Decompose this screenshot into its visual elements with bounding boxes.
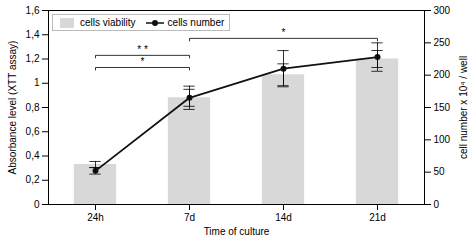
svg-text:0: 0: [434, 199, 440, 210]
svg-text:* *: * *: [137, 44, 148, 55]
svg-text:Time of culture: Time of culture: [204, 226, 270, 237]
svg-text:250: 250: [434, 37, 451, 48]
svg-text:0,2: 0,2: [26, 174, 40, 185]
html-text:cells viability: cells viability: [80, 17, 136, 28]
svg-text:*: *: [282, 27, 286, 38]
svg-text:150: 150: [434, 102, 451, 113]
svg-text:1,2: 1,2: [26, 53, 40, 64]
svg-text:Absorbance level (XTT assay): Absorbance level (XTT assay): [7, 41, 18, 175]
svg-text:200: 200: [434, 69, 451, 80]
svg-text:*: *: [141, 56, 145, 67]
svg-text:cell number x 10⁴ / well: cell number x 10⁴ / well: [458, 56, 469, 159]
svg-text:1,4: 1,4: [26, 29, 40, 40]
svg-text:300: 300: [434, 5, 451, 16]
svg-text:14d: 14d: [275, 212, 292, 223]
svg-text:7d: 7d: [184, 212, 195, 223]
html-text:cells number: cells number: [167, 17, 225, 28]
svg-text:0,8: 0,8: [26, 102, 40, 113]
svg-text:0: 0: [34, 199, 40, 210]
svg-text:21d: 21d: [369, 212, 386, 223]
svg-text:1,6: 1,6: [26, 5, 40, 16]
svg-text:0,6: 0,6: [26, 126, 40, 137]
svg-text:24h: 24h: [87, 212, 104, 223]
svg-text:50: 50: [434, 166, 446, 177]
svg-text:0,4: 0,4: [26, 150, 40, 161]
svg-text:1: 1: [34, 77, 40, 88]
svg-text:100: 100: [434, 134, 451, 145]
